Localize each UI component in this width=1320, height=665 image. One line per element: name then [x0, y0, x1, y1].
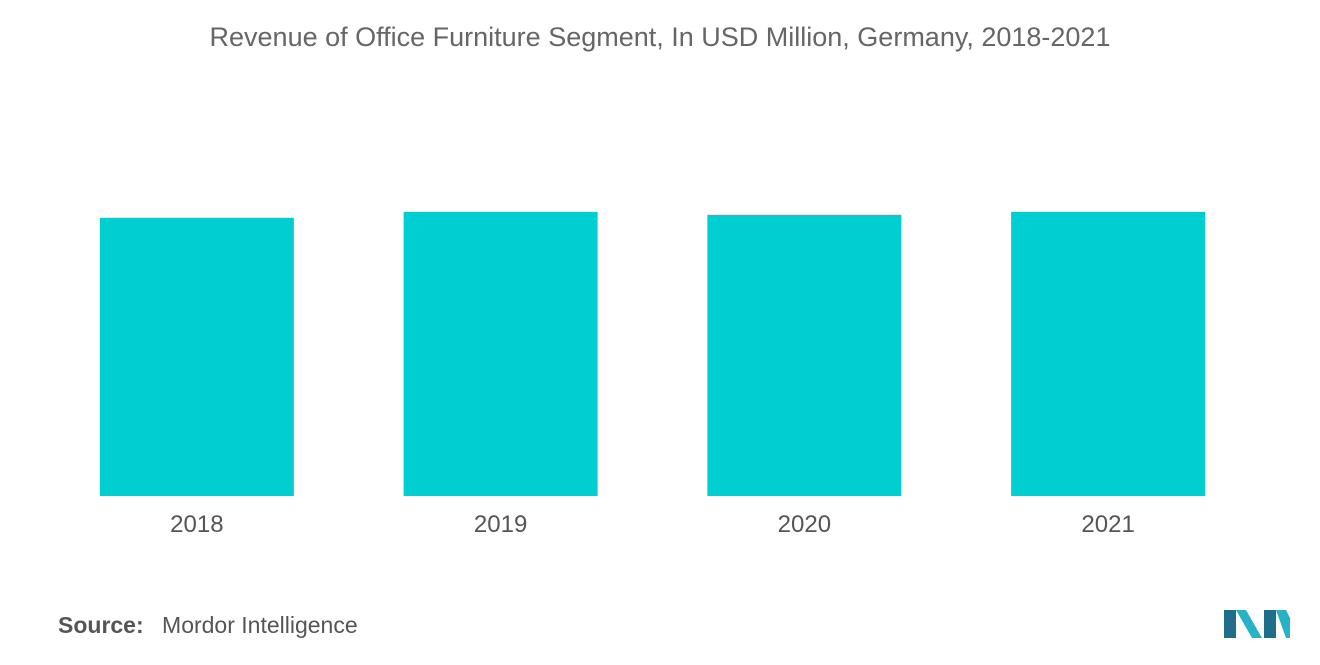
- mordor-logo-icon: [1224, 610, 1290, 638]
- logo-left-dark: [1224, 610, 1236, 638]
- x-tick-label-2020: 2020: [778, 511, 831, 538]
- x-tick-label-2021: 2021: [1081, 511, 1134, 538]
- source-label: Source:: [58, 612, 144, 638]
- x-tick-label-2019: 2019: [474, 511, 527, 538]
- chart-title: Revenue of Office Furniture Segment, In …: [209, 22, 1111, 52]
- x-tick-label-2018: 2018: [170, 511, 223, 538]
- source-text: Mordor Intelligence: [162, 612, 358, 638]
- bar-chart: 2018 2019 2020 2021: [99, 211, 1206, 538]
- source-line: Source: Mordor Intelligence: [58, 612, 358, 639]
- bar-2020: [707, 214, 902, 497]
- bar-2018: [99, 217, 294, 496]
- bar-2021: [1011, 211, 1206, 496]
- bar-2019: [403, 211, 598, 496]
- logo-left-slant: [1236, 610, 1262, 638]
- logo-right-slant: [1276, 610, 1290, 638]
- logo-right-dark: [1264, 610, 1276, 638]
